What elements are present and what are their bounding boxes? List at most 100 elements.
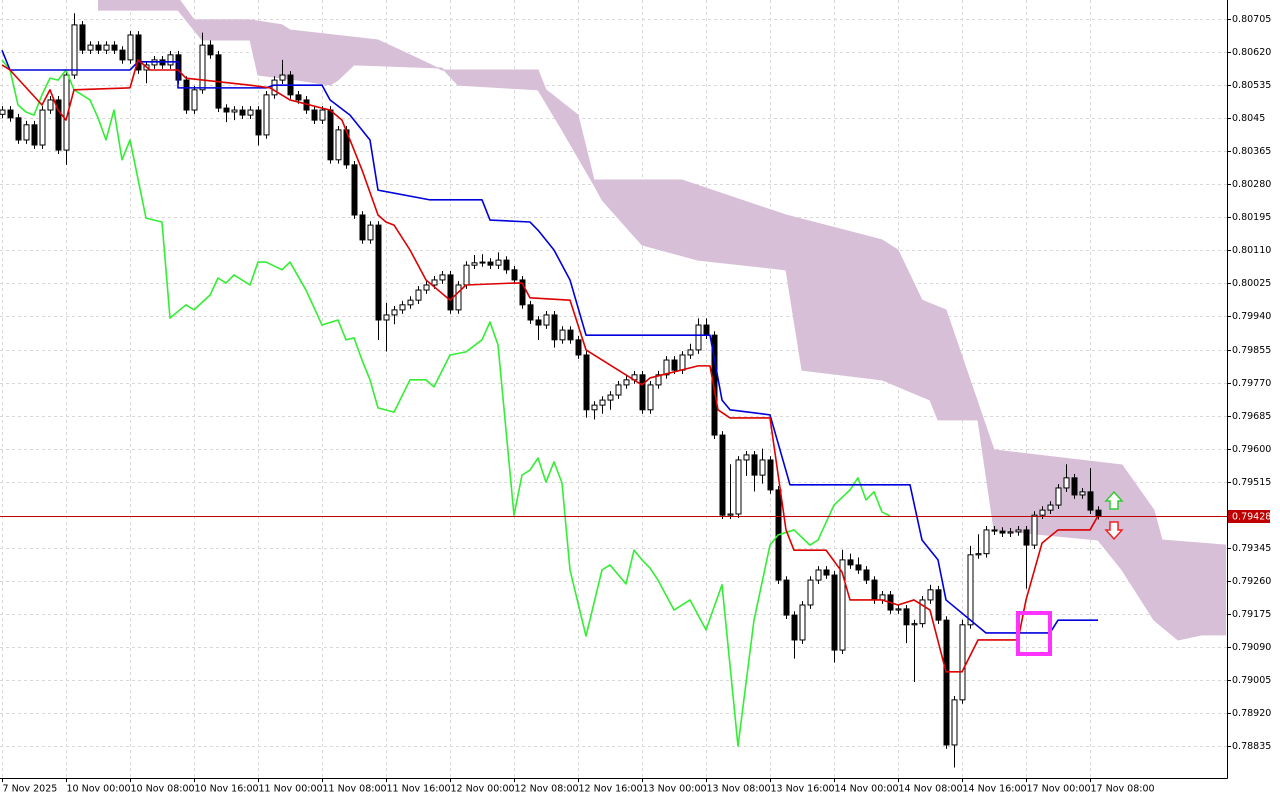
candle-body — [735, 459, 742, 515]
candle-body — [711, 334, 718, 436]
candle-body — [567, 329, 574, 341]
candle-body — [39, 109, 46, 146]
candle-body — [447, 274, 454, 311]
candle-body — [119, 49, 126, 61]
candle-body — [63, 74, 70, 151]
candle-body — [239, 109, 246, 116]
indicator-line — [1, 59, 1099, 673]
candle-body — [1087, 491, 1094, 511]
y-tick-label: 0.78920 — [1232, 708, 1271, 719]
candle-body — [559, 329, 566, 341]
y-tick-label: 0.79345 — [1232, 543, 1271, 554]
y-tick-label: 0.79260 — [1232, 576, 1271, 587]
candle-body — [671, 359, 678, 371]
candle-body — [991, 529, 998, 532]
candle-body — [423, 284, 430, 291]
candle-body — [1079, 491, 1086, 496]
candle-body — [959, 624, 966, 701]
candle-body — [247, 109, 254, 116]
y-tick-label: 0.80025 — [1232, 278, 1271, 289]
x-tick-label: 10 Nov 08:00 — [131, 784, 195, 795]
candle-body — [527, 304, 534, 321]
x-tick-label: 11 Nov 16:00 — [387, 784, 451, 795]
candle-body — [87, 44, 94, 51]
candle-body — [15, 117, 22, 141]
candle-body — [615, 384, 622, 396]
candle-body — [607, 394, 614, 401]
candle-body — [679, 354, 686, 371]
x-tick-label: 13 Nov 16:00 — [771, 784, 835, 795]
candle-body — [783, 579, 790, 616]
candle-body — [871, 579, 878, 601]
candle-body — [183, 79, 190, 111]
y-tick-label: 0.79770 — [1232, 378, 1271, 389]
candle-body — [503, 259, 510, 271]
candle-body — [815, 569, 822, 581]
y-tick-label: 0.80535 — [1232, 80, 1271, 91]
candle-body — [431, 279, 438, 286]
candle-body — [935, 589, 942, 621]
y-tick-label: 0.78835 — [1232, 741, 1271, 752]
candle-body — [127, 34, 134, 61]
candle-body — [695, 324, 702, 351]
candle-body — [263, 94, 270, 136]
candle-body — [279, 74, 286, 81]
candle-body — [743, 454, 750, 461]
plot-area — [0, 0, 1227, 768]
candle-body — [327, 109, 334, 161]
candle-body — [847, 559, 854, 566]
y-tick-label: 0.79940 — [1232, 311, 1271, 322]
y-tick-label: 0.79855 — [1232, 345, 1271, 356]
candle-body — [335, 129, 342, 161]
y-tick-label: 0.79175 — [1232, 609, 1271, 620]
candle-body — [7, 109, 14, 119]
annotations — [1016, 490, 1124, 656]
y-tick-label: 0.80705 — [1232, 14, 1271, 25]
candle-body — [791, 614, 798, 641]
y-tick-label: 0.80365 — [1232, 146, 1271, 157]
candle-body — [375, 224, 382, 321]
candle-body — [399, 304, 406, 311]
candle-body — [23, 124, 30, 141]
indicator-line — [1, 49, 1098, 634]
indicator-line — [1, 59, 891, 747]
candle-body — [1039, 509, 1046, 516]
candle-body — [599, 399, 606, 406]
candle-body — [103, 44, 110, 51]
candle-body — [231, 109, 238, 113]
candle-body — [623, 379, 630, 386]
candle-body — [519, 279, 526, 306]
candle-body — [383, 314, 390, 321]
up-arrow — [1104, 490, 1124, 510]
candle-body — [487, 261, 494, 266]
x-tick-label: 12 Nov 08:00 — [515, 784, 579, 795]
candle-body — [295, 94, 302, 101]
y-tick-label: 0.8045 — [1232, 113, 1265, 124]
candle-body — [551, 314, 558, 341]
candle-body — [1095, 509, 1102, 517]
candle-body — [975, 553, 982, 556]
candle-body — [167, 54, 174, 66]
candle-body — [1055, 487, 1062, 506]
x-tick-label: 10 Nov 00:00 — [67, 784, 131, 795]
candle-body — [79, 24, 86, 51]
candle-body — [647, 384, 654, 411]
x-tick-label: 11 Nov 00:00 — [259, 784, 323, 795]
y-tick-label: 0.79090 — [1232, 642, 1271, 653]
x-tick-label: 10 Nov 16:00 — [195, 784, 259, 795]
y-tick-label: 0.80110 — [1232, 245, 1271, 256]
candle-body — [911, 623, 918, 626]
x-tick-label: 13 Nov 08:00 — [707, 784, 771, 795]
candle-body — [543, 314, 550, 326]
candle-body — [1007, 531, 1014, 534]
candle-body — [95, 44, 102, 51]
candle-body — [823, 569, 830, 576]
candle-body — [927, 589, 934, 601]
candle-body — [943, 619, 950, 746]
candle-body — [903, 608, 910, 626]
candle-body — [919, 599, 926, 625]
candle-body — [1071, 477, 1078, 496]
candle-body — [1047, 504, 1054, 511]
x-tick-label: 12 Nov 16:00 — [579, 784, 643, 795]
